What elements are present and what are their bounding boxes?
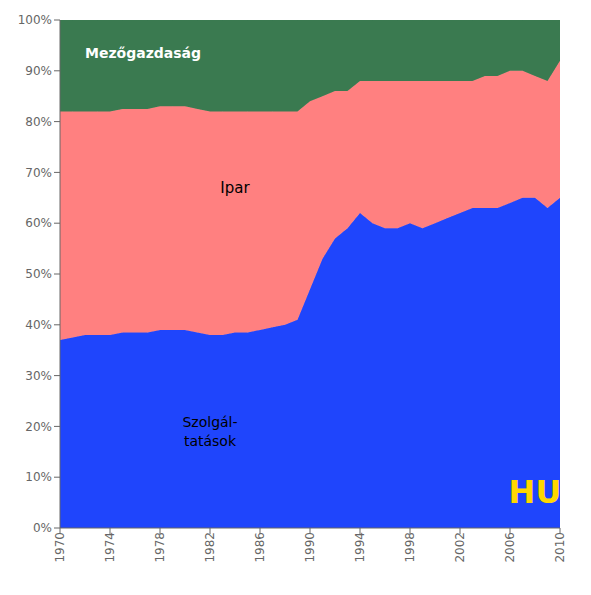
svg-text:40%: 40% (25, 318, 52, 332)
svg-text:Mezőgazdaság: Mezőgazdaság (85, 45, 201, 61)
svg-text:60%: 60% (25, 216, 52, 230)
svg-text:1974: 1974 (103, 532, 117, 563)
svg-text:70%: 70% (25, 166, 52, 180)
svg-text:10%: 10% (25, 470, 52, 484)
svg-text:2006: 2006 (503, 532, 517, 563)
svg-text:HU: HU (509, 473, 562, 511)
svg-text:50%: 50% (25, 267, 52, 281)
svg-text:1978: 1978 (153, 532, 167, 563)
svg-text:Szolgál-tatások: Szolgál-tatások (182, 414, 237, 448)
svg-text:80%: 80% (25, 115, 52, 129)
svg-text:1998: 1998 (403, 532, 417, 563)
svg-text:0%: 0% (33, 521, 52, 535)
svg-text:90%: 90% (25, 64, 52, 78)
svg-text:2002: 2002 (453, 532, 467, 563)
svg-text:1994: 1994 (353, 532, 367, 563)
svg-text:100%: 100% (18, 13, 52, 27)
svg-text:1990: 1990 (303, 532, 317, 563)
svg-text:2010: 2010 (553, 532, 567, 563)
svg-text:Ipar: Ipar (220, 179, 250, 197)
svg-text:1970: 1970 (53, 532, 67, 563)
svg-text:30%: 30% (25, 369, 52, 383)
svg-text:1986: 1986 (253, 532, 267, 563)
svg-text:20%: 20% (25, 420, 52, 434)
svg-text:1982: 1982 (203, 532, 217, 563)
